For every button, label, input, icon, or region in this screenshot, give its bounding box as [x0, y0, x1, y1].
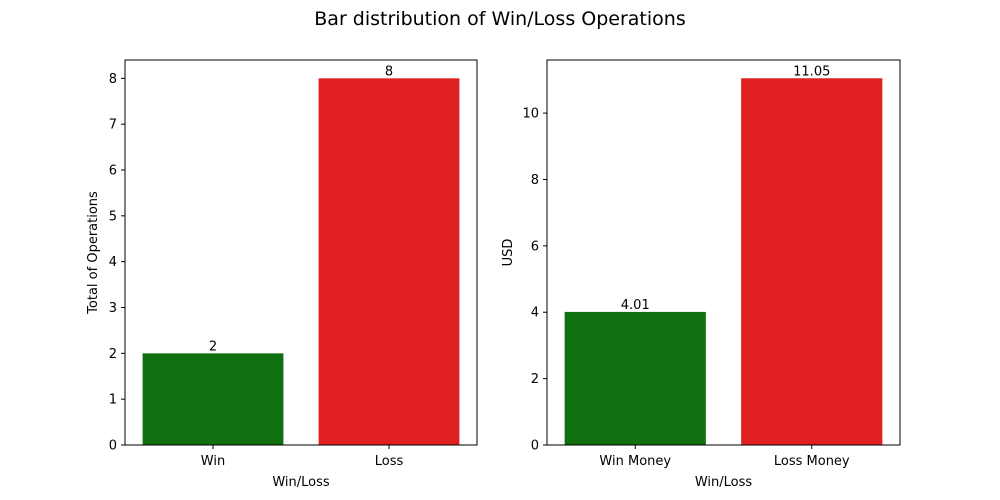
y-axis-label: USD	[501, 239, 516, 267]
y-tick-label: 3	[109, 301, 117, 316]
y-axis-label: Total of Operations	[86, 191, 101, 315]
x-tick-label: Loss	[375, 454, 404, 469]
bar-win-money	[564, 311, 706, 445]
y-tick-label: 4	[109, 255, 117, 270]
bar-win	[142, 353, 284, 445]
y-tick-label: 8	[531, 173, 539, 188]
y-tick-label: 6	[109, 164, 117, 179]
data-label: 4.01	[621, 298, 650, 313]
plot-frame	[124, 59, 478, 446]
x-axis-label: Win/Loss	[695, 475, 753, 490]
data-label: 8	[385, 64, 393, 79]
x-tick-label: Win Money	[599, 454, 671, 469]
right-chart: 4.01 Win Money 11.05 Loss Money 0 2 4 6 8 10 Win/L…	[501, 59, 901, 490]
y-tick-label: 0	[109, 439, 117, 454]
data-label: 11.05	[793, 64, 830, 79]
y-tick-label: 7	[109, 118, 117, 133]
bar-loss	[318, 78, 460, 445]
y-tick-label: 4	[531, 306, 539, 321]
y-tick-label: 8	[109, 72, 117, 87]
bar-loss-money	[741, 78, 883, 446]
y-tick-label: 2	[109, 347, 117, 362]
x-tick-label: Loss Money	[774, 454, 850, 469]
y-tick-label: 2	[531, 372, 539, 387]
chart-title: Bar distribution of Win/Loss Operations	[314, 8, 685, 30]
y-tick-label: 10	[522, 107, 539, 122]
y-tick-label: 1	[109, 393, 117, 408]
y-tick-label: 0	[531, 439, 539, 454]
data-label: 2	[209, 339, 217, 354]
x-axis-label: Win/Loss	[272, 475, 330, 490]
y-tick-label: 6	[531, 239, 539, 254]
y-tick-label: 5	[109, 209, 117, 224]
x-tick-label: Win	[201, 454, 225, 469]
plot-frame	[546, 59, 901, 446]
left-chart: 2 Win 8 Loss 0 1 2 3 4 5 6 7 8 Win/Loss Total of Opera…	[86, 59, 478, 490]
